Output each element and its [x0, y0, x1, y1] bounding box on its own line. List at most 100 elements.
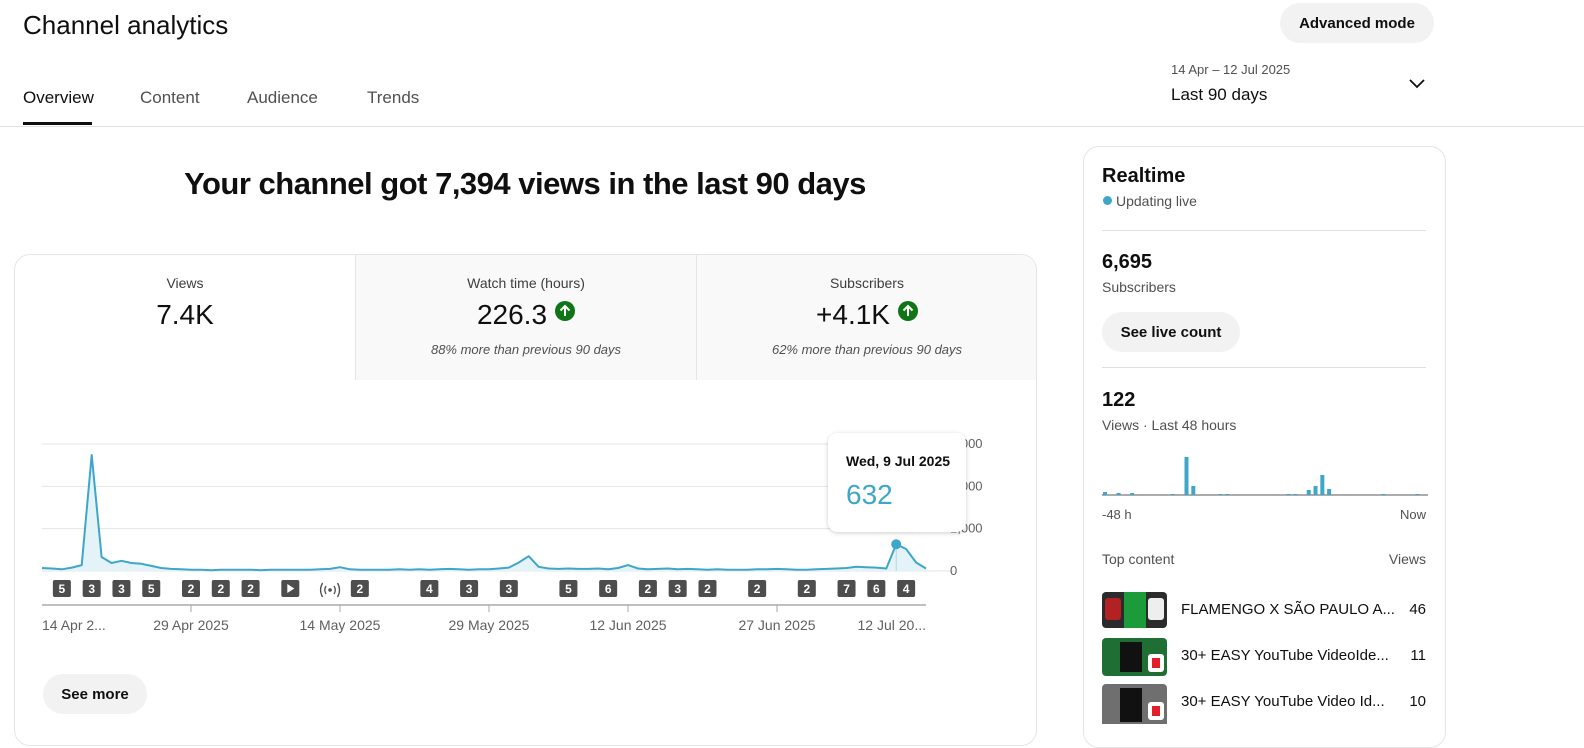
thumbnail[interactable]	[1102, 638, 1167, 676]
metric-views[interactable]: Views 7.4K	[15, 255, 355, 380]
marker-badge	[599, 580, 618, 597]
x-tick-label: 14 Apr 2...	[42, 617, 106, 633]
date-range[interactable]: 14 Apr – 12 Jul 2025	[1171, 62, 1291, 77]
tab-underline	[23, 122, 92, 125]
marker-badge	[142, 580, 161, 597]
up-arrow	[559, 304, 571, 316]
live-icon	[328, 588, 332, 592]
body: Channel analytics Advanced mode Overview…	[0, 3, 1584, 748]
period[interactable]: Last 90 days	[1171, 85, 1268, 104]
realtime-bar	[1103, 492, 1107, 495]
marker-badge	[668, 580, 687, 597]
x-tick-label: 29 May 2025	[448, 617, 529, 633]
realtime-bars	[1102, 457, 1428, 496]
dropdown-chevron[interactable]	[1408, 77, 1426, 91]
content-title[interactable]: 30+ EASY YouTube Video Id...	[1181, 693, 1385, 710]
x-tick-label: 12 Jul 20...	[858, 617, 927, 633]
top-content-column: Views	[1388, 551, 1426, 567]
headline: Your channel got 7,394 views in the last…	[184, 166, 866, 201]
marker-label: 7	[843, 582, 850, 596]
marker-label: 2	[645, 582, 652, 596]
x-tick-label: 14 May 2025	[300, 617, 381, 633]
marker-label: 2	[356, 582, 363, 596]
marker-badge	[748, 580, 767, 597]
see-more-button[interactable]: See more	[43, 674, 147, 714]
advanced-mode-button[interactable]: Advanced mode	[1280, 3, 1434, 43]
metric-label: Views	[166, 275, 204, 291]
marker-label: 3	[505, 582, 512, 596]
metric-number: 226.3	[476, 299, 548, 330]
marker-label: 3	[674, 582, 681, 596]
top-content-title: Top content	[1102, 551, 1175, 567]
realtime-bar	[1381, 494, 1386, 495]
live-count-button[interactable]: See live count	[1102, 312, 1240, 352]
thumb-phone	[1120, 642, 1142, 672]
marker-badge	[867, 580, 886, 597]
subscriber-count: 6,695	[1102, 251, 1153, 273]
content-title[interactable]: FLAMENGO X SÃO PAULO A...	[1181, 601, 1395, 618]
thumb-stripe	[1124, 592, 1146, 628]
marker-badge	[559, 580, 578, 597]
realtime-bar	[1306, 490, 1311, 495]
realtime-bar	[1191, 486, 1196, 495]
marker-label: 2	[803, 582, 810, 596]
views-count: 122	[1102, 389, 1136, 411]
area	[42, 455, 926, 571]
metric-label: Watch time (hours)	[467, 275, 585, 291]
line	[41, 454, 927, 572]
marker-badge	[350, 580, 369, 597]
marker-label: 3	[88, 582, 95, 596]
metric-subscribers[interactable]: Subscribers +4.1K 62% more than previous…	[696, 255, 1036, 380]
metric-watch-time[interactable]: Watch time (hours) 226.3 88% more than p…	[355, 255, 696, 380]
tab[interactable]: Content	[140, 88, 200, 107]
tab[interactable]: Overview	[23, 88, 94, 107]
marker-badge	[897, 580, 916, 597]
marker-badge	[797, 580, 816, 597]
up-arrow	[902, 304, 914, 316]
content-title[interactable]: 30+ EASY YouTube VideoIde...	[1181, 647, 1389, 664]
realtime-status: Updating live	[1116, 193, 1197, 209]
marker-badge	[420, 580, 439, 597]
realtime-bar	[1170, 494, 1175, 495]
marker-badge	[241, 580, 260, 597]
realtime-bar	[1286, 494, 1291, 495]
thumbnail[interactable]	[1102, 592, 1167, 628]
realtime-bar	[1225, 494, 1230, 495]
thumb-logo-mark	[1152, 706, 1160, 716]
metric-label: Subscribers	[830, 275, 904, 291]
tab[interactable]: Trends	[367, 88, 420, 107]
marker-label: 6	[605, 582, 612, 596]
header-divider	[0, 126, 1584, 127]
tooltip-value: 632	[846, 479, 893, 510]
live-waves	[319, 582, 341, 598]
thumb-logo-mark	[1152, 658, 1160, 668]
marker-label: 5	[148, 582, 155, 596]
realtime-bar	[1327, 489, 1332, 495]
marker-badge	[211, 580, 230, 597]
tab[interactable]: Audience	[247, 88, 318, 107]
marker-label: 5	[565, 582, 572, 596]
realtime-bar	[1313, 486, 1318, 495]
content-views: 46	[1409, 601, 1426, 618]
marker-badge	[82, 580, 101, 597]
tooltip-box	[828, 433, 966, 532]
thumbnail[interactable]	[1102, 684, 1167, 724]
y-tick-label: 0	[950, 563, 957, 578]
realtime-bar	[1320, 475, 1325, 495]
marker-badge	[698, 580, 717, 597]
up-icon	[897, 301, 918, 321]
marker-badge	[499, 580, 518, 597]
thumb-crest	[1105, 598, 1121, 620]
views-label: Views · Last 48 hours	[1102, 417, 1237, 433]
tooltip-date: Wed, 9 Jul 2025	[846, 453, 950, 469]
marker-label: 2	[754, 582, 761, 596]
play-icon	[287, 584, 295, 593]
marker-label: 2	[704, 582, 711, 596]
live-dot	[1103, 196, 1112, 205]
x-tick-label: 29 Apr 2025	[153, 617, 229, 633]
content-views: 10	[1409, 693, 1426, 710]
metric-value: 226.3	[356, 299, 696, 331]
marker-label: 4	[426, 582, 433, 596]
metric-value: 7.4K	[156, 299, 214, 330]
